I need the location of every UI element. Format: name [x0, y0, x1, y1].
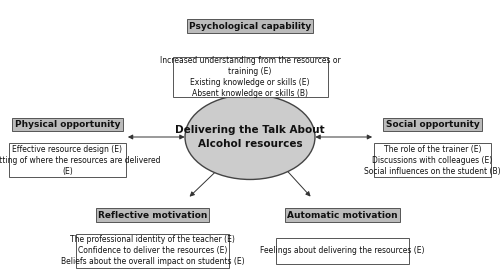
- Text: Effective resource design (E)
The setting of where the resources are delivered
(: Effective resource design (E) The settin…: [0, 145, 161, 176]
- FancyBboxPatch shape: [374, 143, 491, 178]
- Ellipse shape: [185, 95, 315, 179]
- FancyBboxPatch shape: [76, 233, 229, 268]
- FancyBboxPatch shape: [276, 238, 409, 264]
- Text: Feelings about delivering the resources (E): Feelings about delivering the resources …: [260, 246, 425, 255]
- FancyBboxPatch shape: [172, 57, 328, 97]
- FancyBboxPatch shape: [9, 143, 126, 178]
- Text: Automatic motivation: Automatic motivation: [287, 211, 398, 219]
- Text: Increased understanding from the resources or
training (E)
Existing knowledge or: Increased understanding from the resourc…: [160, 56, 340, 98]
- Text: The role of the trainer (E)
Discussions with colleagues (E)
Social influences on: The role of the trainer (E) Discussions …: [364, 145, 500, 176]
- Text: The professional identity of the teacher (E)
Confidence to deliver the resources: The professional identity of the teacher…: [60, 235, 244, 266]
- Text: Psychological capability: Psychological capability: [189, 22, 311, 30]
- Text: Social opportunity: Social opportunity: [386, 120, 480, 129]
- Text: Delivering the Talk About
Alcohol resources: Delivering the Talk About Alcohol resour…: [175, 125, 325, 149]
- Text: Physical opportunity: Physical opportunity: [15, 120, 120, 129]
- Text: Reflective motivation: Reflective motivation: [98, 211, 207, 219]
